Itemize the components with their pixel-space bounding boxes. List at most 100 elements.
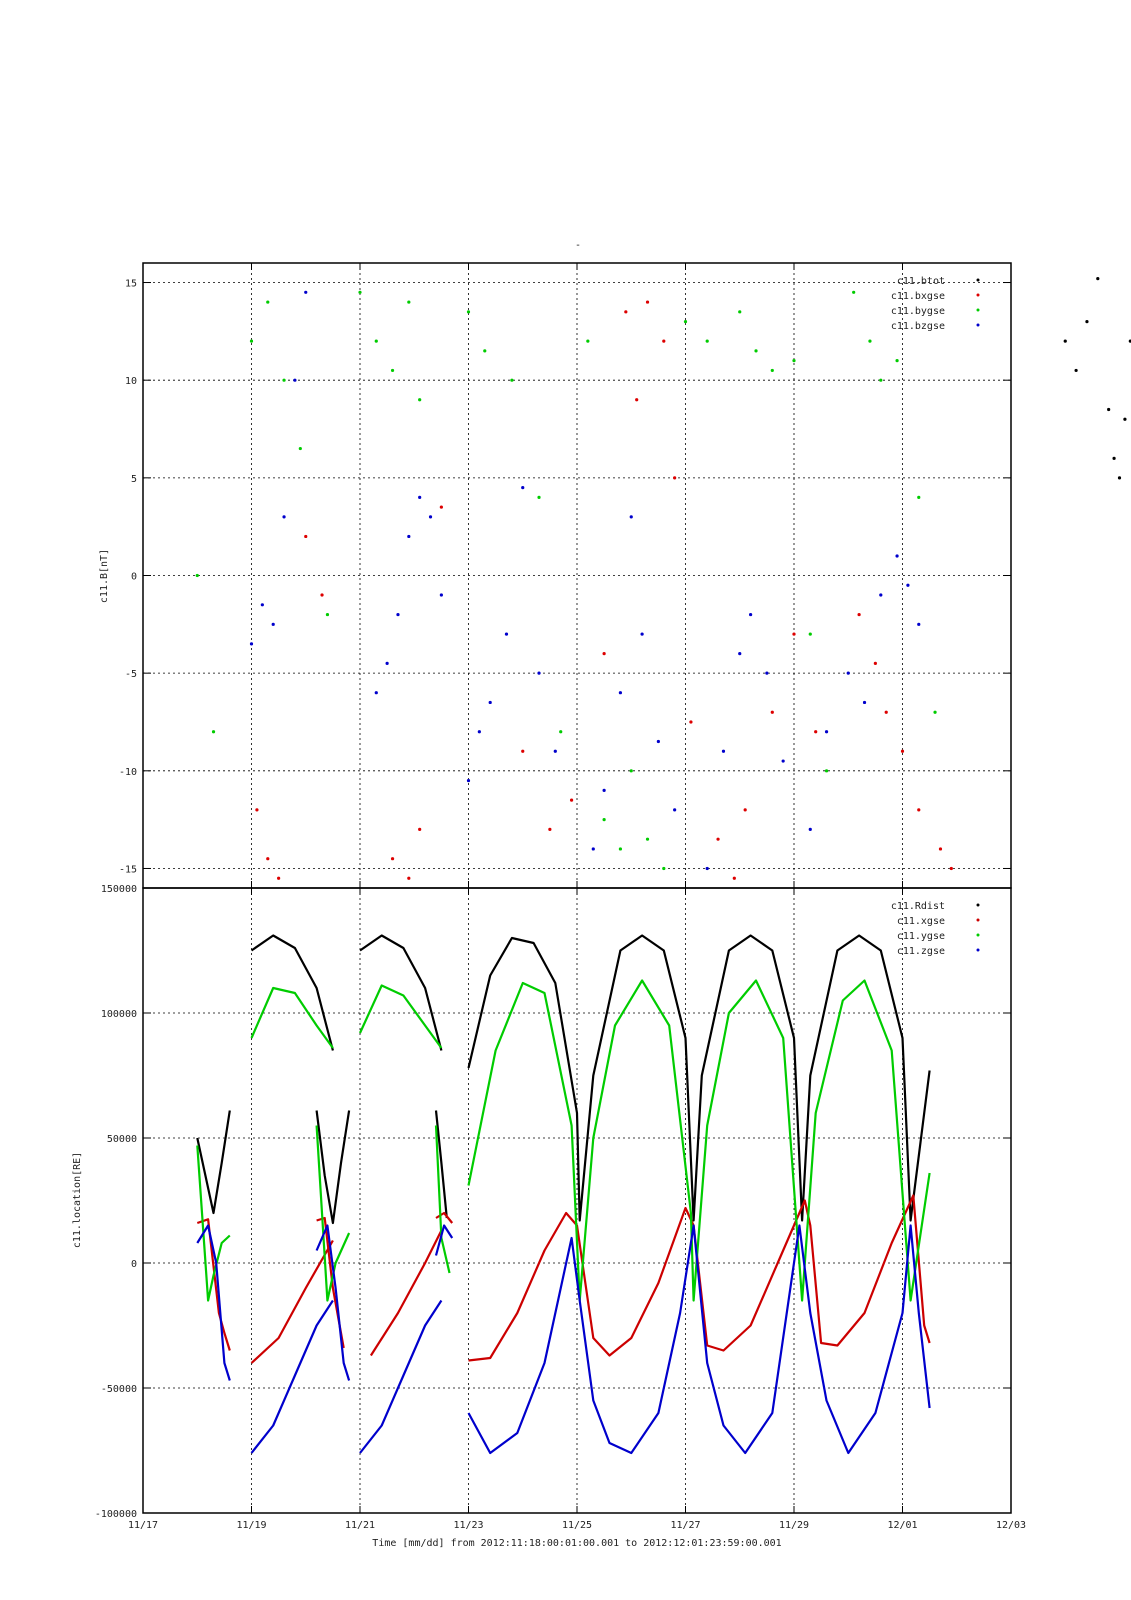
data-point [282, 378, 286, 382]
data-point [808, 827, 812, 832]
data-point [418, 827, 422, 832]
legend-label: c11.xgse [897, 916, 945, 927]
data-point [824, 730, 829, 734]
data-point [407, 300, 411, 304]
data-point [673, 476, 677, 480]
series-line [315, 1125, 351, 1302]
data-point [418, 495, 422, 499]
data-point [749, 612, 753, 617]
y-tick-label: 0 [131, 572, 137, 583]
data-point [770, 710, 774, 714]
data-point [814, 730, 818, 734]
data-point [521, 749, 525, 753]
series-line [359, 934, 443, 1051]
legend-label: c11.bxgse [891, 291, 945, 302]
data-point [862, 700, 867, 705]
data-point [255, 808, 259, 812]
y-tick-label: -15 [119, 864, 137, 875]
y-tick-label: 150000 [101, 884, 137, 895]
y-tick-label: 50000 [107, 1134, 137, 1145]
data-point [721, 749, 726, 753]
data-point [602, 818, 606, 822]
location-grid [142, 887, 1012, 1514]
data-point [884, 710, 888, 714]
legend-marker [976, 293, 980, 297]
data-point [879, 593, 883, 597]
data-point [266, 857, 270, 861]
legend-marker [976, 903, 980, 907]
data-point [537, 495, 541, 499]
data-point [879, 378, 883, 382]
data-point [738, 310, 742, 314]
data-point [629, 769, 633, 773]
data-point [293, 378, 297, 382]
data-point [765, 671, 769, 675]
data-point [358, 290, 362, 294]
location-data-lines [196, 934, 931, 1455]
location-y-axis: -100000 -50000 0 50000 100000 150000 [95, 884, 137, 1520]
data-point [808, 632, 812, 636]
x-tick-label: 11/27 [670, 1520, 700, 1531]
x-tick-label: 11/25 [562, 1520, 592, 1531]
data-point [277, 876, 281, 880]
data-point [325, 612, 330, 617]
series-line [250, 1239, 334, 1364]
b-field-grid [142, 263, 1012, 888]
data-point [1085, 319, 1089, 324]
data-point [396, 612, 400, 617]
x-tick-label: 12/01 [887, 1520, 917, 1531]
x-tick-label: 11/21 [345, 1520, 375, 1531]
data-point [466, 778, 471, 783]
series-line [315, 1110, 351, 1225]
series-line [250, 986, 334, 1049]
data-point [586, 339, 590, 343]
data-point [602, 788, 606, 792]
data-point [716, 837, 720, 841]
data-point [271, 622, 275, 626]
data-point [645, 837, 650, 841]
x-tick-label: 11/19 [236, 1520, 266, 1531]
figure-top-title: - [575, 240, 581, 251]
data-point [624, 310, 628, 314]
data-point [645, 300, 650, 304]
series-line [467, 934, 931, 1222]
data-point [895, 554, 899, 558]
series-line [315, 1224, 351, 1381]
b-field-data-points [195, 277, 1131, 880]
x-tick-label: 11/17 [128, 1520, 158, 1531]
data-point [792, 359, 796, 363]
data-point [374, 691, 378, 695]
data-point [374, 339, 378, 343]
data-point [662, 866, 666, 871]
data-point [705, 339, 709, 343]
series-line [434, 1110, 448, 1219]
data-point [1117, 476, 1122, 480]
legend-label: c11.zgse [897, 946, 945, 957]
data-point [917, 622, 921, 626]
data-point [906, 583, 910, 587]
legend-marker [976, 323, 980, 327]
data-point [548, 827, 552, 832]
data-point [1123, 417, 1127, 421]
data-point [689, 720, 693, 724]
data-point [304, 290, 308, 294]
b-field-y-axis-label: c11.B[nT] [99, 549, 110, 603]
data-point [390, 857, 395, 861]
legend-label: c11.Rdist [891, 901, 945, 912]
x-axis-label: Time [mm/dd] from 2012:11:18:00:01:00.00… [372, 1538, 781, 1549]
legend-label: c11.bzgse [891, 321, 945, 332]
y-tick-label: 0 [131, 1259, 137, 1270]
data-point [1107, 407, 1111, 412]
series-line [359, 1299, 443, 1454]
data-point [618, 691, 623, 695]
x-axis: 11/17 11/19 11/21 11/23 11/25 11/27 11/29 12/01… [128, 1520, 1026, 1531]
series-line [196, 1110, 231, 1215]
data-point [900, 749, 905, 753]
data-point [640, 632, 644, 636]
y-tick-label: 10 [125, 376, 137, 387]
legend-marker [976, 918, 980, 922]
series-line [358, 984, 443, 1049]
data-point [873, 661, 877, 665]
data-point [260, 603, 264, 607]
